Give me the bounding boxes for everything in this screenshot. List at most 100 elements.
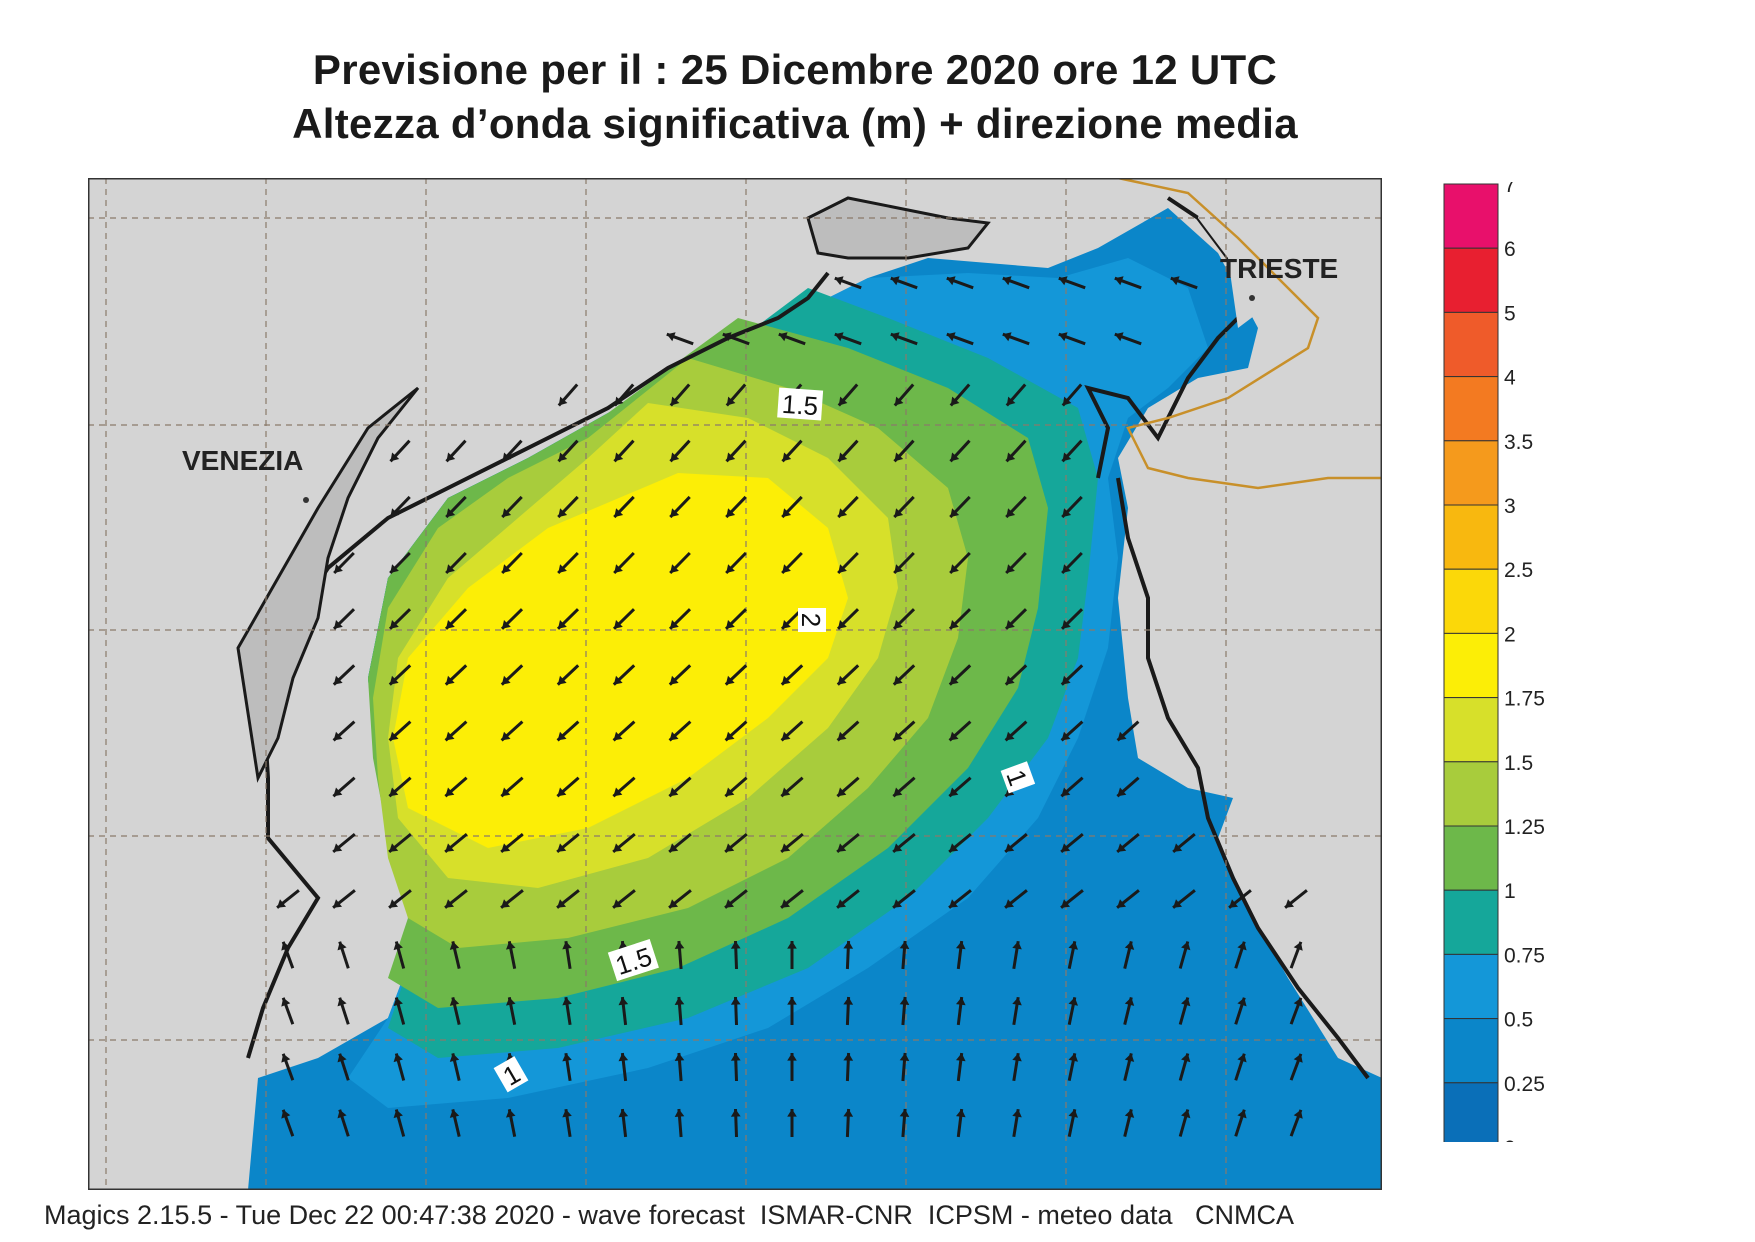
- wave-arrow-head: [946, 276, 956, 286]
- city-label-venezia: VENEZIA: [182, 445, 303, 476]
- wave-arrow-head: [1293, 1109, 1303, 1119]
- legend-swatch: [1443, 953, 1499, 1020]
- wave-arrow-head: [334, 564, 343, 573]
- wave-arrow-head: [726, 620, 735, 629]
- wave-arrow-head: [562, 1053, 572, 1062]
- wave-arrow-head: [446, 564, 455, 573]
- svg-text:1.5: 1.5: [781, 389, 819, 421]
- wave-arrow-head: [956, 941, 966, 950]
- legend-label: 0.75: [1504, 944, 1545, 967]
- wave-arrow-head: [1285, 899, 1294, 908]
- wave-arrow-head: [558, 396, 568, 406]
- wave-arrow-head: [506, 997, 516, 1006]
- legend-label: 0: [1504, 1137, 1516, 1142]
- wave-arrow-head: [613, 731, 623, 741]
- wave-arrow-head: [1237, 1053, 1247, 1063]
- wave-arrow-head: [557, 787, 567, 797]
- wave-arrow-head: [670, 452, 680, 462]
- wave-arrow-head: [1006, 396, 1016, 406]
- legend-label: 3.5: [1504, 431, 1533, 454]
- wave-direction-arrows: [276, 276, 1308, 1138]
- wave-arrow-head: [838, 620, 847, 629]
- wave-arrow-head: [782, 564, 791, 573]
- wave-arrow-head: [277, 899, 286, 908]
- trieste-land: [1198, 178, 1382, 328]
- wave-arrow-head: [1058, 276, 1068, 286]
- wave-arrow-head: [1002, 276, 1012, 286]
- legend-label: 0.25: [1504, 1073, 1545, 1096]
- wave-arrow-head: [950, 508, 960, 518]
- city-label-trieste: TRIESTE: [1220, 253, 1338, 284]
- wave-arrow-head: [613, 899, 622, 908]
- city-marker-trieste: [1249, 295, 1255, 301]
- wave-arrow-head: [501, 899, 510, 908]
- wave-arrow-head: [670, 564, 679, 573]
- wave-arrow-head: [618, 1109, 629, 1118]
- wave-arrow-head: [1068, 1109, 1078, 1118]
- wave-arrow-head: [1068, 1053, 1078, 1062]
- wave-arrow-head: [894, 452, 904, 462]
- wave-arrow-head: [949, 787, 959, 797]
- wave-arrow-head: [893, 899, 902, 908]
- wave-arrow-head: [890, 276, 900, 286]
- wave-arrow-head: [843, 997, 854, 1005]
- wave-arrow-head: [445, 675, 455, 685]
- wave-arrow-head: [562, 1109, 572, 1118]
- wave-arrow-head: [787, 997, 797, 1005]
- wave-arrow-head: [843, 1109, 854, 1117]
- wave-arrow-head: [1181, 941, 1191, 951]
- legend-swatch: [1443, 889, 1499, 955]
- wave-arrow-head: [949, 675, 959, 685]
- wave-arrow-head: [730, 1053, 741, 1061]
- national-border: [1117, 178, 1382, 490]
- legend-swatch: [1443, 1082, 1499, 1142]
- coastline-north: [246, 271, 830, 1059]
- wave-arrow-head: [333, 675, 343, 685]
- wave-arrow-head: [1061, 787, 1071, 797]
- wave-arrow-head: [899, 941, 910, 949]
- wave-arrow-head: [1061, 899, 1070, 908]
- legend-swatch: [1443, 825, 1499, 891]
- wave-arrow-head: [1012, 997, 1022, 1006]
- wave-arrow-head: [1237, 941, 1247, 951]
- legend-swatch: [1443, 311, 1499, 378]
- legend-swatch: [1443, 183, 1499, 249]
- wave-arrow-head: [1068, 941, 1078, 950]
- wave-arrow-head: [337, 1109, 347, 1119]
- wave-arrow-head: [1062, 396, 1072, 406]
- wave-arrow-head: [1005, 843, 1015, 852]
- wave-arrow-head: [1061, 675, 1071, 685]
- wave-arrow-head: [782, 508, 792, 518]
- wave-arrow-head: [445, 787, 455, 797]
- coastline-east: [1116, 477, 1370, 1080]
- wave-arrow-head: [1173, 899, 1182, 908]
- wave-arrow-head: [1012, 1109, 1022, 1118]
- wave-arrow-head: [614, 564, 623, 573]
- wave-arrow-head: [725, 843, 735, 852]
- wave-arrow-head: [558, 620, 567, 629]
- wave-arrow-head: [893, 731, 903, 741]
- wave-arrow-head: [334, 620, 343, 629]
- contour-label: 1: [1000, 761, 1036, 794]
- wave-arrow-head: [449, 1109, 460, 1118]
- wave-arrow-head: [446, 452, 456, 462]
- wave-arrow-head: [1114, 332, 1124, 342]
- wave-arrow-head: [1012, 941, 1022, 950]
- wave-arrow-head: [333, 899, 342, 908]
- wave-arrow-head: [501, 675, 511, 685]
- wave-arrow-head: [725, 899, 734, 908]
- wave-arrow-head: [787, 941, 797, 949]
- wave-arrow-head: [1061, 731, 1071, 741]
- wave-arrow-head: [618, 1053, 629, 1062]
- wave-arrow-head: [787, 1109, 797, 1117]
- legend-swatch: [1443, 761, 1499, 827]
- wave-arrow-head: [446, 620, 455, 629]
- wave-arrow-head: [1012, 1053, 1022, 1062]
- wave-arrow-head: [1237, 1109, 1247, 1119]
- wave-arrow-head: [670, 508, 680, 518]
- wave-arrow-head: [1061, 843, 1071, 852]
- wave-arrow-head: [1173, 843, 1183, 852]
- wave-arrow-head: [843, 1053, 854, 1061]
- wave-arrow-head: [726, 508, 736, 518]
- wave-arrow-head: [946, 332, 956, 342]
